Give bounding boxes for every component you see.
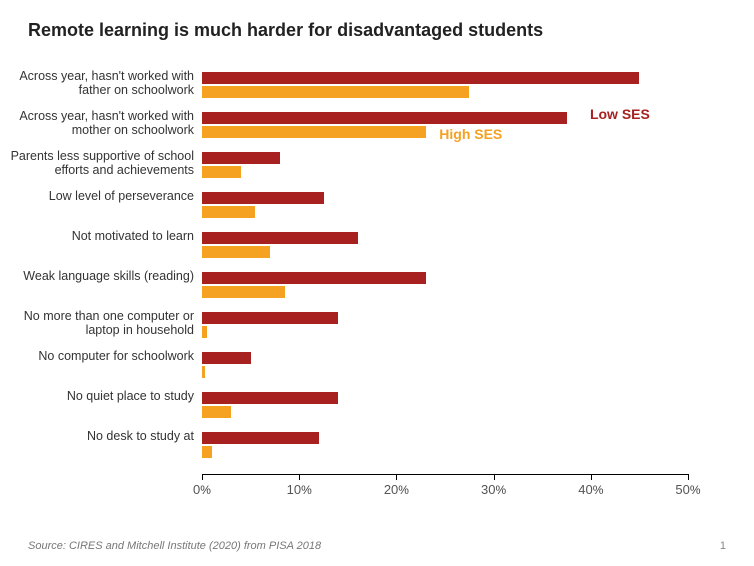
bar-high-ses <box>202 246 270 258</box>
bar-high-ses <box>202 406 231 418</box>
chart-frame: Remote learning is much harder for disad… <box>0 0 754 566</box>
bar-low-ses <box>202 72 639 84</box>
x-axis-tick-label: 30% <box>481 482 506 497</box>
x-axis-tick-label: 10% <box>287 482 312 497</box>
bar-high-ses <box>202 126 426 138</box>
bar-low-ses <box>202 432 319 444</box>
bar-high-ses <box>202 366 205 378</box>
bar-high-ses <box>202 446 212 458</box>
bar-high-ses <box>202 166 241 178</box>
x-axis-line <box>202 474 688 475</box>
bar-low-ses <box>202 312 338 324</box>
x-axis-tick-label: 50% <box>675 482 700 497</box>
bar-low-ses <box>202 192 324 204</box>
category-label: No quiet place to study <box>4 389 194 403</box>
page-number: 1 <box>720 540 726 552</box>
bar-high-ses <box>202 326 207 338</box>
category-label: Low level of perseverance <box>4 189 194 203</box>
bar-low-ses <box>202 392 338 404</box>
chart-plot-area: 0%10%20%30%40%50%Across year, hasn't wor… <box>202 66 688 474</box>
category-label: Not motivated to learn <box>4 229 194 243</box>
category-label: Weak language skills (reading) <box>4 269 194 283</box>
bar-low-ses <box>202 352 251 364</box>
category-label: Parents less supportive of school effort… <box>4 149 194 178</box>
bar-high-ses <box>202 286 285 298</box>
x-axis-tick-label: 20% <box>384 482 409 497</box>
bar-low-ses <box>202 272 426 284</box>
source-caption: Source: CIRES and Mitchell Institute (20… <box>28 540 321 552</box>
x-axis-tick-label: 0% <box>193 482 211 497</box>
bar-high-ses <box>202 206 255 218</box>
category-label: No desk to study at <box>4 429 194 443</box>
chart-title: Remote learning is much harder for disad… <box>28 20 726 41</box>
bar-low-ses <box>202 232 358 244</box>
category-label: No more than one computer or laptop in h… <box>4 309 194 338</box>
bar-high-ses <box>202 86 469 98</box>
legend-label-low: Low SES <box>590 106 650 122</box>
category-label: No computer for schoolwork <box>4 349 194 363</box>
x-axis-tick-label: 40% <box>578 482 603 497</box>
category-label: Across year, hasn't worked with father o… <box>4 69 194 98</box>
category-label: Across year, hasn't worked with mother o… <box>4 109 194 138</box>
legend-label-high: High SES <box>439 126 502 142</box>
bar-low-ses <box>202 152 280 164</box>
bar-low-ses <box>202 112 567 124</box>
